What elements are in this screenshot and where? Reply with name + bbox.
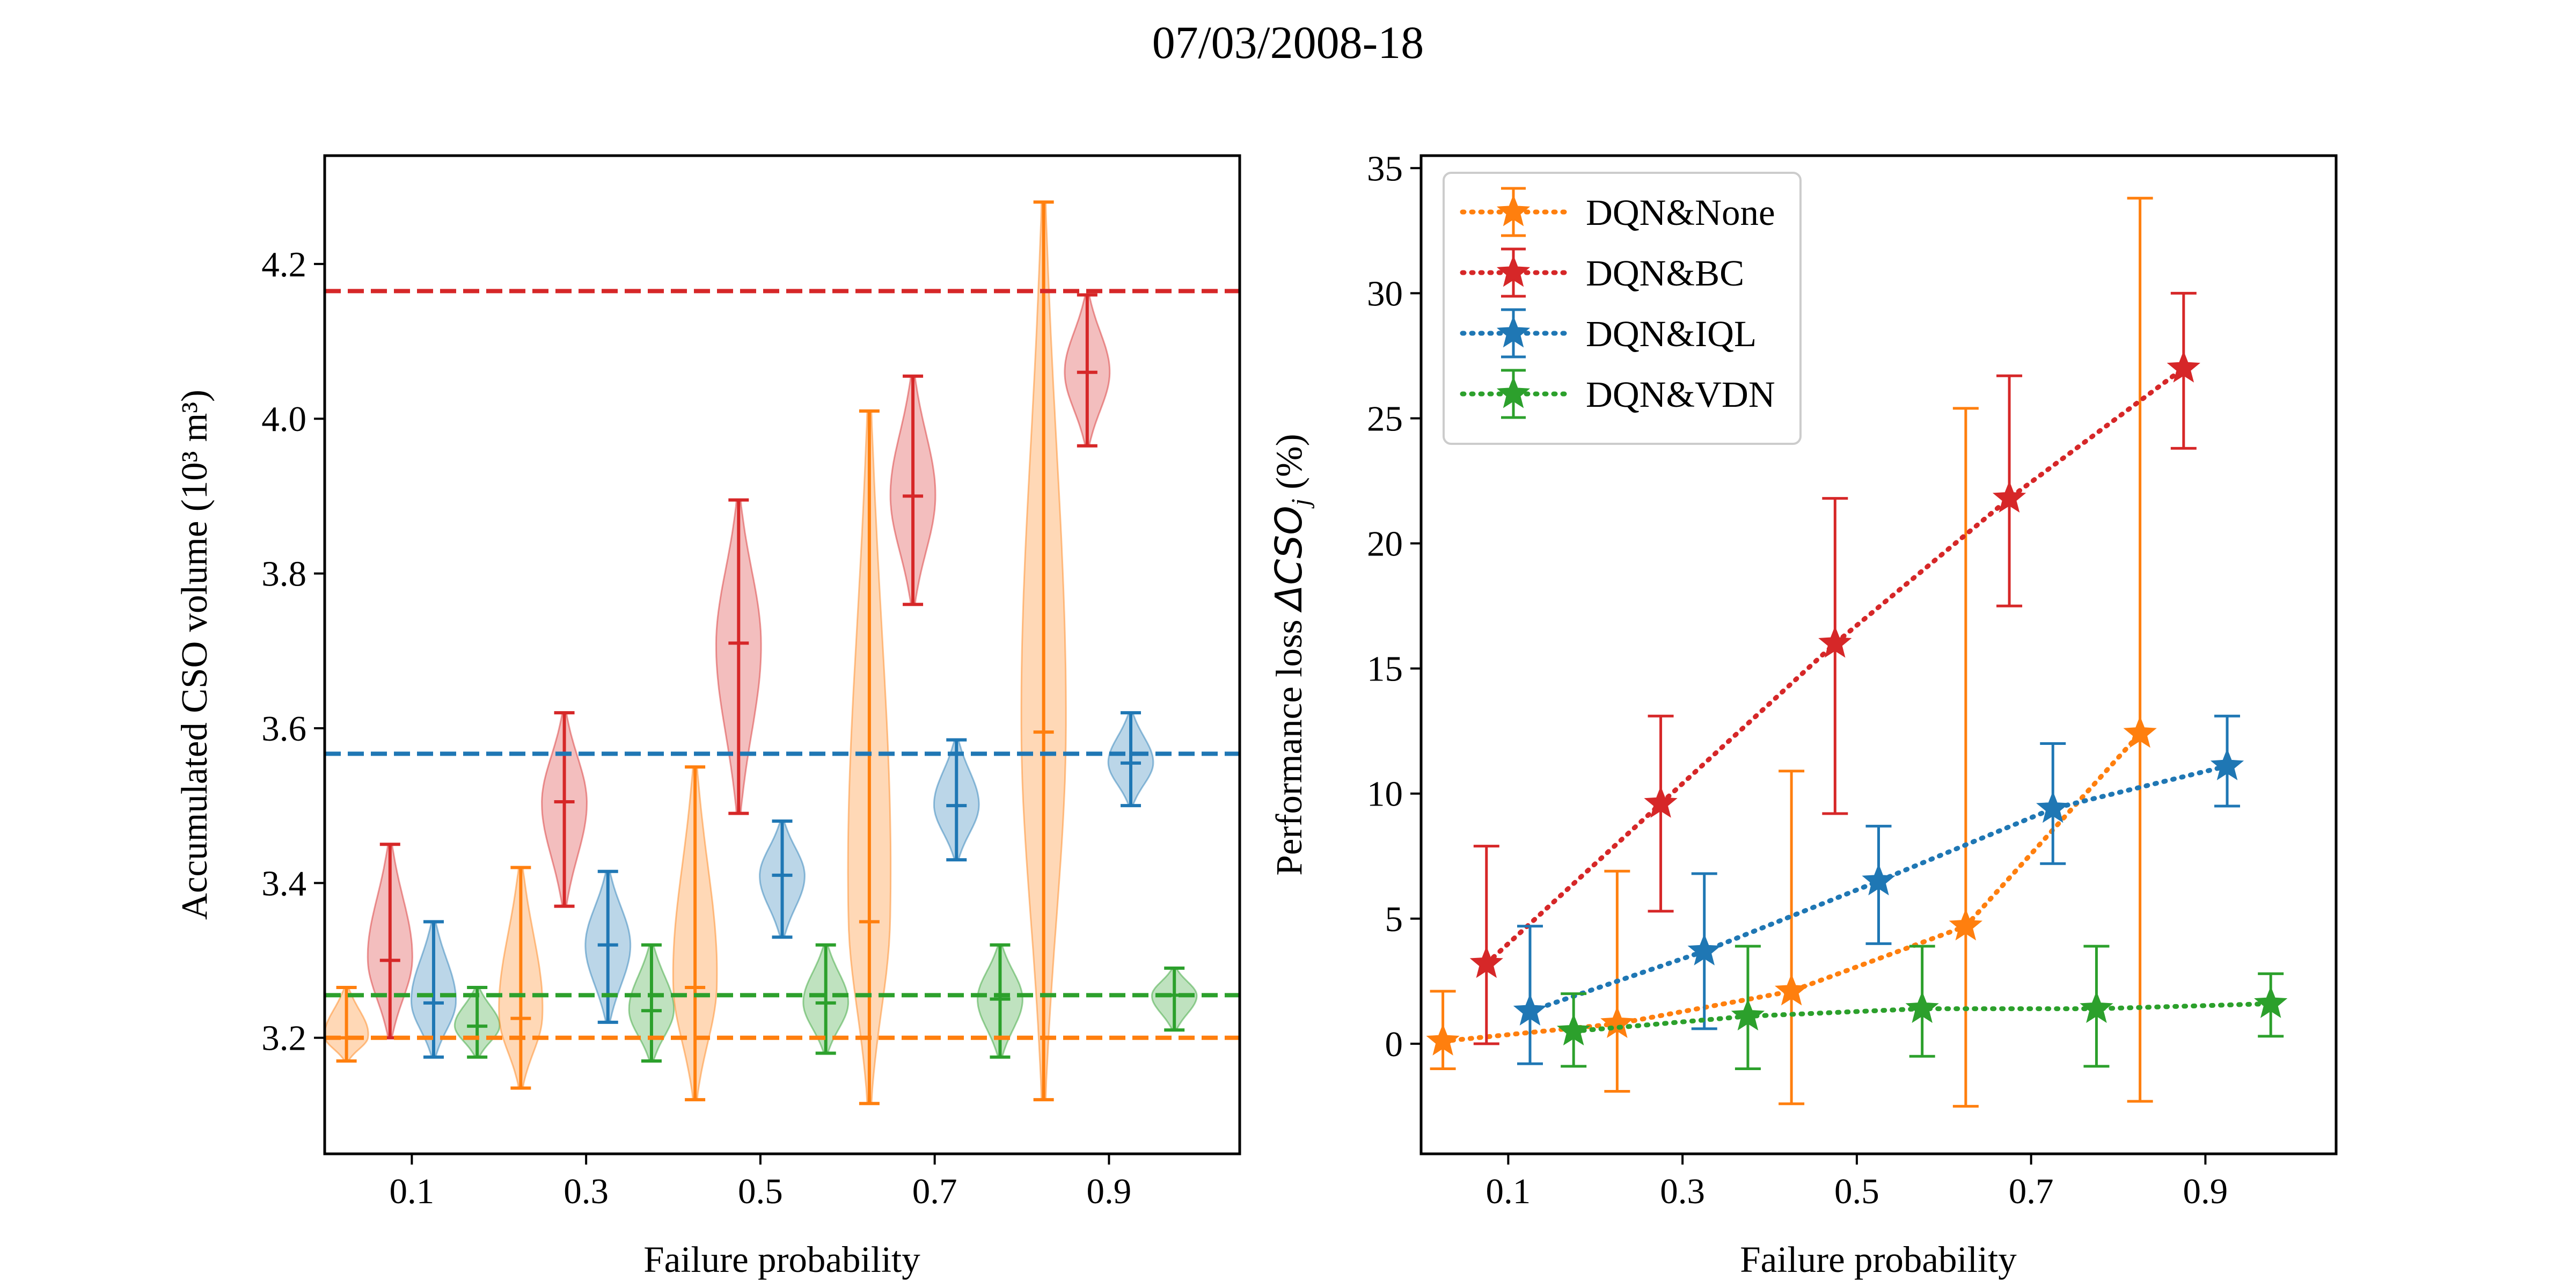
data-point-dqn-iql [2210, 748, 2244, 780]
legend-item-dqn-none: DQN&None [1460, 187, 1775, 237]
legend-item-dqn-vdn: DQN&VDN [1460, 369, 1775, 419]
series-dqn-vdn [1556, 945, 2288, 1071]
line-x-axis-label: Failure probability [1740, 1239, 2017, 1280]
legend-label-dqn-iql: DQN&IQL [1586, 313, 1757, 354]
data-point-dqn-none [2123, 716, 2157, 748]
y-tick-label: 10 [1367, 774, 1403, 814]
data-point-dqn-vdn [2254, 986, 2288, 1018]
series-dqn-bc [1469, 291, 2200, 1045]
line-y-axis-label-suffix: (%) [1269, 434, 1309, 499]
legend-star-dqn-none [1496, 194, 1531, 226]
legend-item-dqn-bc: DQN&BC [1460, 247, 1744, 298]
x-tick-label: 0.1 [1486, 1172, 1531, 1211]
y-tick-label: 15 [1367, 649, 1403, 689]
x-tick-label: 0.3 [1660, 1172, 1705, 1211]
x-tick-label: 0.9 [2183, 1172, 2228, 1211]
legend-star-dqn-iql [1496, 316, 1531, 348]
data-point-dqn-bc [1992, 480, 2026, 513]
y-tick-label: 30 [1367, 274, 1403, 313]
line-y-axis-label-symbol: ΔCSO [1268, 506, 1311, 613]
legend-label-dqn-bc: DQN&BC [1586, 253, 1744, 294]
data-point-dqn-none [1774, 974, 1809, 1006]
data-point-dqn-bc [1818, 626, 1852, 658]
y-tick-label: 3.8 [261, 554, 306, 594]
y-tick-label: 4.2 [261, 245, 306, 284]
y-tick-label: 3.6 [261, 709, 306, 749]
data-point-dqn-vdn [1731, 998, 1765, 1031]
legend: DQN&None DQN&BC DQN&IQL DQN&VDN [1443, 172, 1802, 445]
data-point-dqn-iql [1513, 993, 1547, 1026]
violin-x-axis-label: Failure probability [643, 1239, 920, 1280]
data-point-dqn-none [1949, 909, 1983, 941]
line-ticks: 0.1 0.3 0.5 0.7 0.9 0 5 10 15 20 25 30 35 [1367, 149, 2228, 1211]
line-chart-panel: 0.1 0.3 0.5 0.7 0.9 0 5 10 15 20 25 30 35 Failure pr… [1268, 149, 2338, 1280]
violin-y-axis-label: Accumulated CSO volume (10³ m³) [174, 390, 215, 920]
legend-star-dqn-bc [1496, 255, 1531, 287]
legend-label-dqn-vdn: DQN&VDN [1586, 374, 1775, 415]
y-tick-label: 25 [1367, 399, 1403, 438]
data-point-dqn-bc [1469, 946, 1503, 978]
data-point-dqn-bc [1644, 786, 1678, 818]
legend-star-dqn-vdn [1496, 376, 1531, 408]
data-point-dqn-vdn [1556, 1013, 1591, 1046]
data-point-dqn-none [1600, 1006, 1634, 1038]
y-tick-label: 4.0 [261, 399, 306, 439]
series-dqn-iql [1513, 714, 2244, 1065]
data-point-dqn-none [1426, 1023, 1460, 1056]
x-tick-label: 0.9 [1087, 1172, 1132, 1211]
y-tick-label: 5 [1385, 899, 1403, 939]
legend-box [1443, 172, 1802, 445]
violin-plot-area [325, 200, 1240, 1106]
x-tick-label: 0.7 [2009, 1172, 2054, 1211]
data-point-dqn-bc [2167, 350, 2200, 383]
x-tick-label: 0.5 [738, 1172, 783, 1211]
line-axes-frame [1419, 154, 2338, 1155]
y-tick-label: 3.4 [261, 863, 306, 903]
line-y-axis-label: Performance loss ΔCSOj (%) [1268, 434, 1315, 875]
line-y-axis-label-prefix: Performance loss [1269, 610, 1309, 875]
series-line-dqn-none [1440, 731, 2143, 1044]
data-point-dqn-vdn [2080, 991, 2113, 1023]
y-tick-label: 3.2 [261, 1019, 306, 1058]
data-point-dqn-iql [1862, 863, 1896, 896]
x-tick-label: 0.1 [390, 1172, 435, 1211]
line-plot-area [1426, 196, 2288, 1108]
data-point-dqn-vdn [1905, 991, 1939, 1023]
violin-ticks: 0.1 0.3 0.5 0.7 0.9 3.2 3.4 3.6 3.8 4.0 4.2 [261, 245, 1131, 1211]
x-tick-label: 0.7 [912, 1172, 957, 1211]
figure-title: 07/03/2008-18 [1152, 17, 1424, 68]
violin-axes-frame [323, 154, 1241, 1155]
y-tick-label: 35 [1367, 149, 1403, 188]
legend-item-dqn-iql: DQN&IQL [1460, 308, 1757, 358]
x-tick-label: 0.3 [564, 1172, 609, 1211]
x-tick-label: 0.5 [1834, 1172, 1879, 1211]
data-point-dqn-iql [2036, 791, 2070, 823]
y-tick-label: 0 [1385, 1024, 1403, 1064]
violin-marks [325, 200, 1240, 1106]
series-dqn-none [1426, 196, 2157, 1108]
data-point-dqn-iql [1687, 933, 1721, 965]
legend-label-dqn-none: DQN&None [1586, 192, 1775, 233]
y-tick-label: 20 [1367, 524, 1403, 564]
violin-chart-panel: 0.1 0.3 0.5 0.7 0.9 3.2 3.4 3.6 3.8 4.0 4.2 Failur… [174, 154, 1241, 1280]
